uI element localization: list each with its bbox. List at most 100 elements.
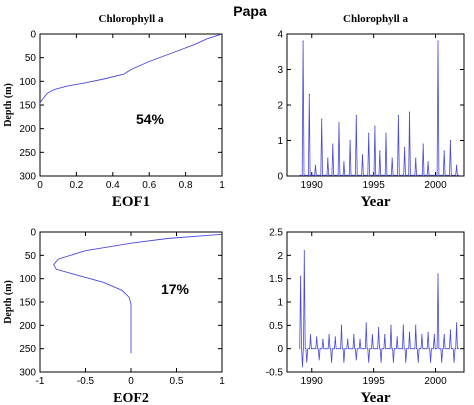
peak-point	[390, 324, 392, 326]
peak-point	[343, 161, 345, 163]
peak-point	[374, 125, 376, 127]
peak-point	[415, 157, 417, 159]
peak-point	[455, 164, 458, 166]
y-axis-label: Depth (m)	[3, 83, 14, 127]
y-tick-label: 2.5	[269, 228, 283, 239]
y-tick-label: 3	[277, 65, 283, 76]
peak-point	[437, 40, 439, 42]
series-line-0	[40, 34, 222, 105]
x-axis-label: Year	[361, 390, 391, 405]
chart-ts1: Chlorophyll a 1990 1995 2000 0 1 2 3 4 Year	[277, 13, 465, 210]
peak-point	[349, 139, 351, 142]
x-tick-label: 0.6	[142, 180, 156, 191]
y-tick-label: 50	[25, 53, 37, 64]
x-tick-label: -0.5	[77, 376, 95, 387]
peak-point	[427, 331, 429, 333]
charts-root: Chlorophyll a0 0.2 0.4 0.6 0.8 10501001502002…	[3, 13, 465, 405]
peak-point	[437, 273, 439, 275]
y-tick-label: 250	[19, 344, 36, 355]
chart-title: Chlorophyll a	[343, 13, 408, 25]
peak-point	[353, 334, 355, 336]
y-tick-label: 200	[19, 321, 36, 332]
x-tick-label: 0	[37, 180, 43, 191]
x-tick-label: 1	[219, 180, 225, 191]
y-tick-label: 0	[30, 30, 36, 41]
peak-point	[302, 40, 304, 42]
y-tick-label: 300	[19, 368, 36, 379]
peak-point	[334, 336, 336, 338]
variance-annotation: 54%	[136, 111, 165, 127]
peak-point	[327, 157, 329, 159]
peak-point	[391, 157, 393, 159]
peak-point	[340, 324, 343, 326]
peak-point	[408, 111, 411, 113]
peak-point	[396, 336, 398, 338]
y-axis-label: Depth (m)	[3, 280, 14, 324]
peak-point	[322, 338, 324, 340]
y-tick-label: 2	[277, 101, 283, 112]
y-tick-label: 1	[277, 298, 283, 309]
peak-point	[303, 250, 305, 252]
variance-annotation: 17%	[161, 281, 190, 297]
x-tick-label: 0	[128, 376, 134, 387]
x-tick-label: 0.8	[179, 180, 193, 191]
y-tick-label: 100	[19, 77, 36, 88]
peak-point	[397, 115, 399, 117]
peak-point	[377, 327, 380, 329]
series-line-timeseries	[299, 41, 459, 176]
peak-point	[338, 122, 340, 124]
peak-point	[433, 334, 435, 336]
peak-point	[361, 154, 364, 156]
x-tick-label: 2000	[424, 180, 447, 191]
chart-eof2: -1 -0.5 0 0.5 1 0 50 100 150 200 250 300 EOF2 Depth (…	[3, 228, 225, 405]
y-tick-label: 1.5	[269, 274, 283, 285]
chart-eof1: Chlorophyll a 0 0.2 0.4 0.6 0.8 1 0 50 100 150 200 2…	[3, 13, 225, 210]
peak-point	[427, 161, 429, 163]
x-tick-label: 0.4	[106, 180, 120, 191]
y-tick-label: 50	[25, 251, 37, 262]
peak-point	[455, 322, 458, 324]
x-axis-label: Year	[361, 194, 391, 210]
peak-point	[368, 132, 370, 134]
peak-point	[415, 324, 417, 326]
peak-point	[359, 338, 361, 340]
x-tick-label: 1990	[301, 180, 324, 191]
peak-point	[347, 338, 349, 340]
peak-point	[365, 322, 367, 324]
peak-point	[314, 164, 317, 166]
y-tick-label: 0	[277, 172, 283, 183]
peak-point	[332, 143, 334, 145]
peak-point	[403, 147, 406, 149]
peak-point	[308, 93, 310, 95]
peak-point	[384, 334, 386, 336]
peak-point	[422, 143, 424, 145]
x-axis-label: EOF1	[112, 194, 150, 210]
x-tick-label: 0.2	[69, 180, 83, 191]
peak-point	[309, 334, 312, 336]
peak-point	[443, 150, 445, 152]
peak-point	[443, 334, 445, 336]
peak-point	[408, 331, 411, 333]
y-tick-label: 150	[19, 101, 36, 112]
y-tick-label: 2	[277, 251, 283, 262]
y-tick-label: 150	[19, 298, 36, 309]
y-tick-label: -0.5	[266, 368, 284, 379]
x-tick-label: 1995	[363, 376, 386, 387]
x-tick-label: 1990	[301, 376, 324, 387]
x-tick-label: 1	[219, 376, 225, 387]
chart-title: Chlorophyll a	[99, 13, 164, 25]
peak-point	[300, 275, 302, 277]
x-tick-label: 1995	[363, 180, 386, 191]
y-tick-label: 250	[19, 148, 36, 159]
x-tick-label: -1	[36, 376, 45, 387]
x-axis-label: EOF2	[113, 391, 149, 405]
peak-point	[371, 334, 374, 336]
series-line-timeseries	[299, 250, 459, 368]
peak-point	[379, 150, 381, 152]
page-title: Papa	[233, 3, 267, 19]
y-tick-label: 1	[277, 136, 283, 147]
peak-point	[321, 118, 323, 120]
plot-frame	[39, 33, 223, 177]
y-tick-label: 100	[19, 274, 36, 285]
